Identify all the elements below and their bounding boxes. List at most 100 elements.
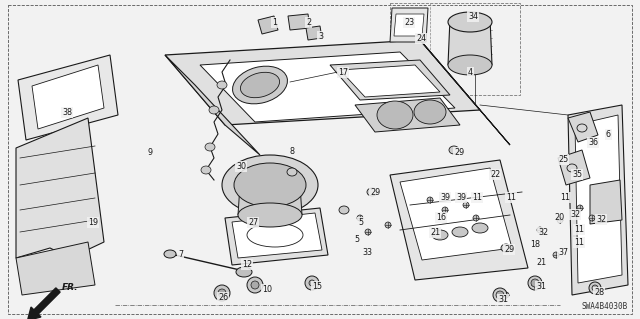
Text: 38: 38 [62, 108, 72, 117]
Ellipse shape [589, 215, 595, 221]
Text: 33: 33 [362, 248, 372, 257]
Polygon shape [288, 14, 310, 30]
Text: 8: 8 [290, 147, 295, 156]
Text: 39: 39 [456, 193, 466, 202]
Text: 23: 23 [404, 18, 414, 27]
Text: 9: 9 [148, 148, 153, 157]
Polygon shape [340, 65, 440, 97]
Text: 29: 29 [504, 245, 515, 254]
Ellipse shape [528, 276, 542, 290]
Ellipse shape [234, 163, 306, 207]
Text: 5: 5 [358, 218, 363, 227]
Text: 24: 24 [416, 34, 426, 43]
Polygon shape [225, 208, 328, 265]
Polygon shape [558, 150, 590, 185]
Ellipse shape [305, 276, 319, 290]
Text: 15: 15 [312, 282, 322, 291]
Text: 7: 7 [178, 250, 183, 259]
Ellipse shape [251, 281, 259, 289]
Text: 16: 16 [436, 213, 446, 222]
Text: 37: 37 [558, 248, 568, 257]
Ellipse shape [232, 66, 287, 104]
Text: 28: 28 [594, 288, 604, 297]
Polygon shape [590, 180, 622, 224]
Text: 31: 31 [536, 282, 546, 291]
Ellipse shape [287, 168, 297, 176]
Ellipse shape [414, 100, 446, 124]
Ellipse shape [496, 291, 504, 299]
Ellipse shape [385, 222, 391, 228]
Text: 31: 31 [498, 295, 508, 304]
Text: 5: 5 [354, 235, 359, 244]
Text: 21: 21 [430, 228, 440, 237]
Ellipse shape [442, 207, 448, 213]
Text: 6: 6 [606, 130, 611, 139]
Text: 1: 1 [272, 18, 277, 27]
Text: 36: 36 [588, 138, 598, 147]
Polygon shape [200, 52, 455, 122]
Polygon shape [568, 105, 628, 295]
Text: 11: 11 [574, 225, 584, 234]
Ellipse shape [452, 227, 468, 237]
Polygon shape [238, 185, 302, 215]
Polygon shape [394, 14, 424, 36]
Ellipse shape [592, 285, 598, 291]
Ellipse shape [238, 203, 302, 227]
Text: 11: 11 [472, 193, 482, 202]
Ellipse shape [501, 244, 511, 252]
Text: 4: 4 [468, 68, 473, 77]
Ellipse shape [367, 188, 377, 196]
Polygon shape [448, 18, 492, 65]
Text: 12: 12 [242, 260, 252, 269]
Polygon shape [165, 55, 260, 155]
Text: 11: 11 [506, 193, 516, 202]
Text: 2: 2 [306, 18, 311, 27]
Text: 32: 32 [538, 228, 548, 237]
Text: 32: 32 [570, 210, 580, 219]
Ellipse shape [531, 282, 537, 288]
Polygon shape [575, 115, 622, 283]
Ellipse shape [577, 205, 583, 211]
Text: 29: 29 [370, 188, 380, 197]
Text: 34: 34 [468, 12, 478, 21]
Polygon shape [330, 60, 450, 100]
Ellipse shape [377, 101, 413, 129]
Polygon shape [568, 112, 598, 142]
Text: 29: 29 [454, 148, 464, 157]
Polygon shape [400, 168, 512, 260]
Ellipse shape [218, 289, 226, 297]
Text: FR.: FR. [62, 283, 79, 292]
Text: 26: 26 [218, 293, 228, 302]
Text: 32: 32 [596, 215, 606, 224]
Polygon shape [165, 40, 480, 125]
Polygon shape [16, 242, 95, 295]
Ellipse shape [209, 106, 219, 114]
Text: 20: 20 [554, 213, 564, 222]
Text: 30: 30 [236, 162, 246, 171]
Ellipse shape [241, 72, 280, 98]
Ellipse shape [537, 227, 543, 233]
Polygon shape [390, 8, 428, 42]
Ellipse shape [589, 282, 601, 294]
Polygon shape [16, 118, 104, 258]
Text: SWA4B4030B: SWA4B4030B [582, 302, 628, 311]
Text: 11: 11 [574, 238, 584, 247]
Text: 19: 19 [88, 218, 98, 227]
Polygon shape [355, 98, 460, 132]
Text: 10: 10 [262, 285, 272, 294]
Text: 39: 39 [440, 193, 450, 202]
Text: 35: 35 [572, 170, 582, 179]
Text: 21: 21 [536, 258, 546, 267]
Ellipse shape [357, 215, 363, 221]
Ellipse shape [493, 288, 507, 302]
Ellipse shape [557, 217, 563, 223]
Polygon shape [258, 16, 278, 34]
Ellipse shape [247, 277, 263, 293]
Text: 17: 17 [338, 68, 348, 77]
Ellipse shape [472, 223, 488, 233]
Text: 27: 27 [248, 218, 259, 227]
Ellipse shape [365, 229, 371, 235]
Ellipse shape [236, 267, 252, 277]
Ellipse shape [205, 143, 215, 151]
Ellipse shape [449, 146, 459, 154]
